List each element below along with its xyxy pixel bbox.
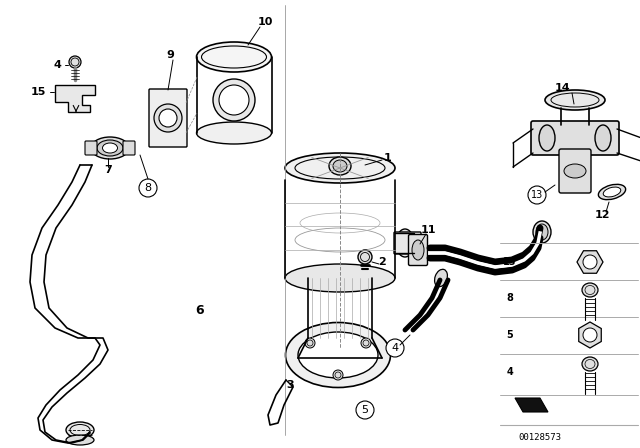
Ellipse shape xyxy=(102,143,118,153)
Ellipse shape xyxy=(66,435,94,445)
Ellipse shape xyxy=(97,140,123,156)
Ellipse shape xyxy=(604,187,621,197)
Ellipse shape xyxy=(285,323,390,388)
Ellipse shape xyxy=(285,153,395,183)
FancyBboxPatch shape xyxy=(123,141,135,155)
FancyBboxPatch shape xyxy=(559,149,591,193)
Text: 13: 13 xyxy=(503,257,516,267)
Text: 00128573: 00128573 xyxy=(518,432,561,441)
Ellipse shape xyxy=(213,79,255,121)
Polygon shape xyxy=(515,398,548,412)
FancyBboxPatch shape xyxy=(149,89,187,147)
Ellipse shape xyxy=(595,125,611,151)
Ellipse shape xyxy=(333,160,347,172)
Text: 4: 4 xyxy=(392,343,399,353)
Text: 2: 2 xyxy=(378,257,386,267)
Ellipse shape xyxy=(219,85,249,115)
Circle shape xyxy=(361,338,371,348)
Text: 15: 15 xyxy=(30,87,45,97)
FancyBboxPatch shape xyxy=(531,121,619,155)
Text: 8: 8 xyxy=(145,183,152,193)
Ellipse shape xyxy=(196,42,271,72)
Circle shape xyxy=(139,179,157,197)
Text: 5: 5 xyxy=(362,405,369,415)
Ellipse shape xyxy=(91,137,129,159)
Text: 14: 14 xyxy=(554,83,570,93)
Text: 10: 10 xyxy=(257,17,273,27)
Ellipse shape xyxy=(435,269,447,287)
Text: 13: 13 xyxy=(531,190,543,200)
Circle shape xyxy=(583,255,597,269)
Text: 6: 6 xyxy=(196,303,204,316)
Circle shape xyxy=(356,401,374,419)
Ellipse shape xyxy=(69,56,81,68)
Ellipse shape xyxy=(533,221,551,243)
Ellipse shape xyxy=(285,264,395,292)
Text: 12: 12 xyxy=(595,210,610,220)
Text: 11: 11 xyxy=(420,225,436,235)
Circle shape xyxy=(305,338,315,348)
Ellipse shape xyxy=(66,422,94,438)
Text: 1: 1 xyxy=(384,153,392,163)
Text: 3: 3 xyxy=(286,380,294,390)
Ellipse shape xyxy=(564,164,586,178)
Ellipse shape xyxy=(358,250,372,264)
Text: 4: 4 xyxy=(53,60,61,70)
Ellipse shape xyxy=(582,357,598,371)
Ellipse shape xyxy=(159,109,177,127)
Ellipse shape xyxy=(536,224,548,240)
Text: 4: 4 xyxy=(507,367,513,377)
Ellipse shape xyxy=(598,184,626,200)
Circle shape xyxy=(386,339,404,357)
Ellipse shape xyxy=(154,104,182,132)
Ellipse shape xyxy=(329,157,351,175)
FancyBboxPatch shape xyxy=(85,141,97,155)
Text: 5: 5 xyxy=(507,330,513,340)
Circle shape xyxy=(316,344,324,352)
Ellipse shape xyxy=(539,125,555,151)
Circle shape xyxy=(356,344,364,352)
Ellipse shape xyxy=(196,122,271,144)
Text: 9: 9 xyxy=(166,50,174,60)
Text: 7: 7 xyxy=(104,165,112,175)
Polygon shape xyxy=(55,85,95,112)
Circle shape xyxy=(333,370,343,380)
Ellipse shape xyxy=(412,240,424,260)
Ellipse shape xyxy=(545,90,605,110)
Text: 8: 8 xyxy=(507,293,513,303)
FancyBboxPatch shape xyxy=(408,234,428,266)
Ellipse shape xyxy=(582,283,598,297)
Ellipse shape xyxy=(298,332,378,378)
FancyBboxPatch shape xyxy=(394,232,421,254)
Circle shape xyxy=(528,186,546,204)
Circle shape xyxy=(583,328,597,342)
Ellipse shape xyxy=(308,330,372,346)
Ellipse shape xyxy=(396,229,414,257)
